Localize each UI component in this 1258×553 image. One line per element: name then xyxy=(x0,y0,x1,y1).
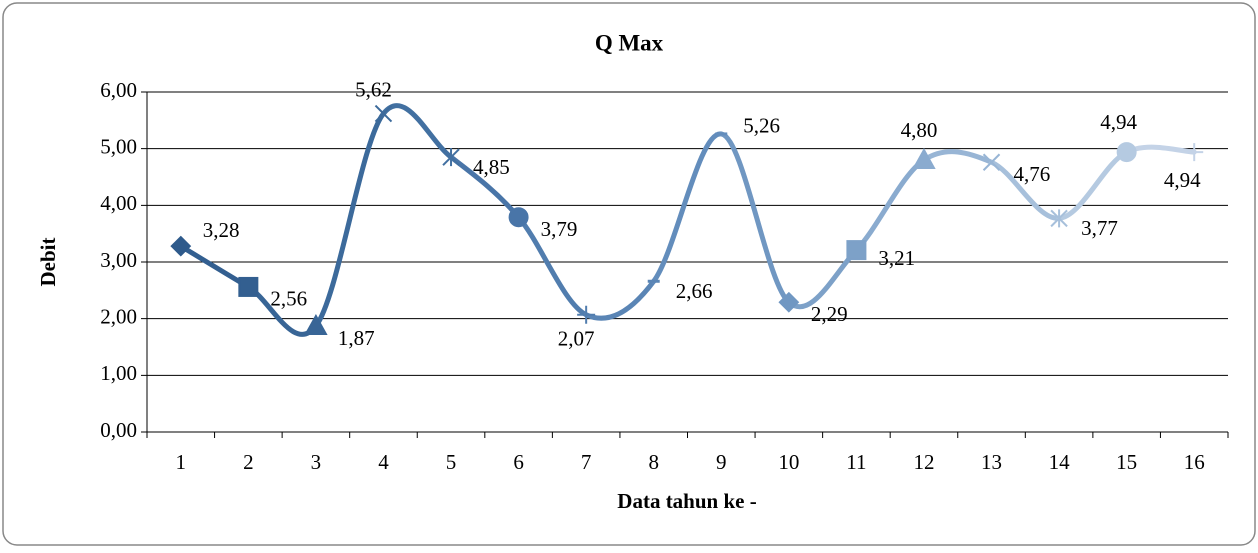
marker xyxy=(846,240,867,261)
x-tick-label: 4 xyxy=(378,450,389,474)
marker xyxy=(982,153,1001,171)
x-axis-label: Data tahun ke - xyxy=(617,489,756,513)
marker xyxy=(1116,142,1137,163)
line-segment xyxy=(583,278,657,321)
chart-title: Q Max xyxy=(595,30,664,55)
line-segment xyxy=(921,149,995,165)
marker xyxy=(304,313,328,336)
y-axis-label: Debit xyxy=(36,238,60,287)
marker xyxy=(912,147,936,169)
marker xyxy=(508,207,529,228)
data-label: 4,85 xyxy=(473,155,510,179)
data-label: 1,87 xyxy=(338,326,375,350)
line-segment xyxy=(651,131,724,284)
x-tick-label: 8 xyxy=(648,450,659,474)
line-segment xyxy=(313,111,386,329)
x-tick-label: 10 xyxy=(778,450,799,474)
x-tick-label: 14 xyxy=(1049,450,1071,474)
data-label: 3,28 xyxy=(203,218,240,242)
y-tick-label: 4,00 xyxy=(100,191,137,215)
data-label: 3,79 xyxy=(541,217,578,241)
data-label: 2,29 xyxy=(811,302,848,326)
y-tick-label: 1,00 xyxy=(100,361,137,385)
data-label: 4,94 xyxy=(1164,168,1201,192)
data-label: 4,94 xyxy=(1100,110,1137,134)
x-tick-label: 2 xyxy=(243,450,254,474)
marker xyxy=(170,235,192,257)
y-tick-label: 0,00 xyxy=(100,418,137,442)
data-label: 3,77 xyxy=(1081,216,1118,240)
line-segment xyxy=(718,131,792,305)
marker xyxy=(1050,209,1068,228)
x-tick-label: 5 xyxy=(446,450,457,474)
x-tick-label: 9 xyxy=(716,450,727,474)
data-label: 5,26 xyxy=(743,114,780,138)
x-tick-label: 7 xyxy=(581,450,592,474)
x-tick-label: 1 xyxy=(176,450,187,474)
y-tick-label: 5,00 xyxy=(100,134,137,158)
marker xyxy=(374,104,393,123)
y-tick-label: 6,00 xyxy=(100,78,137,102)
marker xyxy=(577,305,596,324)
data-label: 3,21 xyxy=(878,246,915,270)
line-segment xyxy=(448,154,522,220)
data-label: 2,07 xyxy=(558,327,595,351)
line-segment xyxy=(516,214,589,318)
data-label: 2,66 xyxy=(676,279,713,303)
data-label: 2,56 xyxy=(270,287,307,311)
x-tick-label: 12 xyxy=(913,450,934,474)
data-label: 5,62 xyxy=(355,77,392,101)
marker xyxy=(778,291,800,313)
x-tick-label: 13 xyxy=(981,450,1002,474)
data-label: 4,80 xyxy=(901,118,938,142)
y-tick-label: 2,00 xyxy=(100,304,137,328)
marker xyxy=(1185,143,1204,162)
x-tick-label: 11 xyxy=(846,450,866,474)
marker xyxy=(442,148,460,167)
x-tick-label: 3 xyxy=(311,450,322,474)
y-tick-label: 3,00 xyxy=(100,248,137,272)
line-segment xyxy=(989,159,1062,221)
data-label: 4,76 xyxy=(1014,162,1051,186)
marker xyxy=(238,276,259,297)
x-tick-label: 6 xyxy=(513,450,524,474)
x-tick-label: 15 xyxy=(1116,450,1137,474)
x-tick-label: 16 xyxy=(1184,450,1205,474)
